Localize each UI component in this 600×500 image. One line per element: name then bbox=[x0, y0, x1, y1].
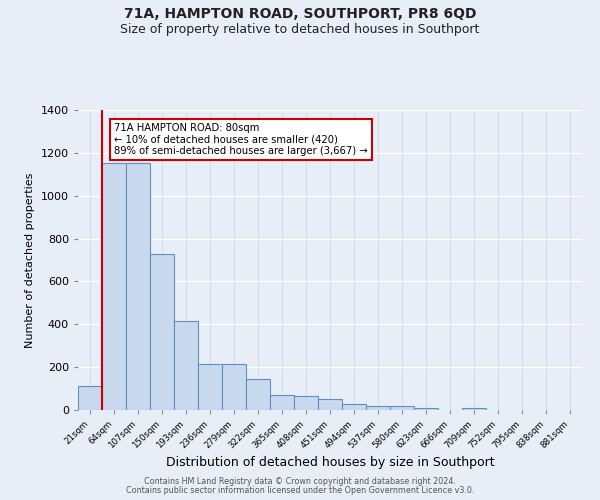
Text: 71A, HAMPTON ROAD, SOUTHPORT, PR8 6QD: 71A, HAMPTON ROAD, SOUTHPORT, PR8 6QD bbox=[124, 8, 476, 22]
Bar bbox=[270, 395, 294, 410]
Bar bbox=[126, 162, 150, 410]
Text: Size of property relative to detached houses in Southport: Size of property relative to detached ho… bbox=[121, 22, 479, 36]
Bar bbox=[174, 321, 198, 410]
Bar bbox=[102, 162, 126, 410]
Bar bbox=[198, 364, 222, 410]
Bar bbox=[150, 254, 174, 410]
Bar bbox=[246, 379, 270, 410]
Bar bbox=[390, 406, 414, 410]
Bar bbox=[366, 406, 390, 410]
Bar bbox=[222, 364, 246, 410]
Text: 71A HAMPTON ROAD: 80sqm
← 10% of detached houses are smaller (420)
89% of semi-d: 71A HAMPTON ROAD: 80sqm ← 10% of detache… bbox=[114, 123, 368, 156]
Bar bbox=[78, 386, 102, 410]
X-axis label: Distribution of detached houses by size in Southport: Distribution of detached houses by size … bbox=[166, 456, 494, 468]
Text: Contains HM Land Registry data © Crown copyright and database right 2024.: Contains HM Land Registry data © Crown c… bbox=[144, 477, 456, 486]
Bar bbox=[342, 404, 366, 410]
Y-axis label: Number of detached properties: Number of detached properties bbox=[25, 172, 35, 348]
Text: Contains public sector information licensed under the Open Government Licence v3: Contains public sector information licen… bbox=[126, 486, 474, 495]
Bar bbox=[294, 396, 318, 410]
Bar bbox=[462, 408, 486, 410]
Bar bbox=[318, 400, 342, 410]
Bar bbox=[414, 408, 438, 410]
